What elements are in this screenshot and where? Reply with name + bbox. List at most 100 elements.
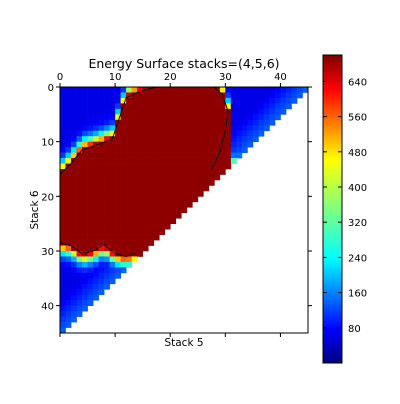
heatmap-cell bbox=[82, 245, 88, 252]
heatmap-cell bbox=[115, 218, 121, 225]
heatmap-cell bbox=[197, 114, 204, 121]
heatmap-cell bbox=[175, 92, 182, 99]
heatmap-cell bbox=[137, 223, 144, 230]
heatmap-cell bbox=[87, 190, 94, 197]
heatmap-cell bbox=[120, 267, 127, 274]
heatmap-cell bbox=[175, 207, 182, 214]
heatmap-cell bbox=[153, 212, 160, 219]
heatmap-cell bbox=[82, 212, 88, 219]
heatmap-cell bbox=[71, 174, 77, 181]
heatmap-cell bbox=[159, 207, 166, 214]
heatmap-cell bbox=[159, 136, 166, 143]
heatmap-cell bbox=[93, 207, 99, 214]
colorbar-tick-label: 400 bbox=[348, 183, 367, 194]
heatmap-cell bbox=[148, 223, 155, 230]
heatmap-cell bbox=[131, 87, 138, 93]
heatmap-cell bbox=[60, 87, 66, 93]
heatmap-cell bbox=[208, 114, 215, 121]
heatmap-cell bbox=[197, 141, 204, 148]
heatmap-cell bbox=[104, 114, 110, 121]
heatmap-cell bbox=[252, 114, 259, 121]
heatmap-cell bbox=[153, 136, 160, 143]
heatmap-cell bbox=[197, 185, 204, 192]
heatmap-cell bbox=[60, 92, 66, 99]
heatmap-cell bbox=[175, 125, 182, 132]
heatmap-cell bbox=[186, 179, 193, 186]
heatmap-cell bbox=[203, 92, 210, 99]
heatmap-cell bbox=[109, 152, 116, 159]
heatmap-cell bbox=[65, 316, 72, 323]
heatmap-cell bbox=[126, 108, 132, 115]
heatmap-cell bbox=[159, 147, 166, 153]
heatmap-cell bbox=[186, 92, 193, 99]
heatmap-cell bbox=[65, 207, 72, 214]
heatmap-cell bbox=[131, 185, 138, 192]
heatmap-cell bbox=[109, 267, 116, 274]
heatmap-cell bbox=[153, 125, 160, 132]
heatmap-cell bbox=[60, 136, 66, 143]
heatmap-cell bbox=[164, 108, 171, 115]
heatmap-cell bbox=[76, 92, 83, 99]
heatmap-cell bbox=[115, 234, 121, 241]
heatmap-cell bbox=[153, 234, 160, 241]
heatmap-cell bbox=[109, 278, 116, 285]
heatmap-cell bbox=[236, 152, 243, 159]
heatmap-cell bbox=[170, 201, 177, 208]
heatmap-cell bbox=[93, 201, 99, 208]
heatmap-cell bbox=[148, 234, 155, 241]
heatmap-cell bbox=[93, 141, 99, 148]
heatmap-cell bbox=[71, 245, 77, 252]
heatmap-cell bbox=[170, 87, 177, 93]
heatmap-cell bbox=[87, 196, 94, 203]
heatmap-cell bbox=[186, 196, 193, 203]
heatmap-cell bbox=[186, 158, 193, 164]
heatmap-cell bbox=[148, 158, 155, 164]
heatmap-cell bbox=[60, 158, 66, 164]
heatmap-cell bbox=[115, 185, 121, 192]
heatmap-cell bbox=[104, 158, 110, 164]
heatmap-cell bbox=[225, 163, 232, 170]
heatmap-cell bbox=[120, 163, 127, 170]
heatmap-cell bbox=[131, 240, 138, 246]
heatmap-cell bbox=[65, 92, 72, 99]
heatmap-cell bbox=[192, 119, 199, 126]
heatmap-cell bbox=[98, 87, 105, 93]
heatmap-cell bbox=[175, 141, 182, 148]
heatmap-cell bbox=[159, 141, 166, 148]
heatmap-cell bbox=[148, 87, 155, 93]
heatmap-cell bbox=[104, 119, 110, 126]
heatmap-cell bbox=[65, 190, 72, 197]
heatmap-cell bbox=[104, 190, 110, 197]
heatmap-cell bbox=[104, 240, 110, 246]
heatmap-cell bbox=[159, 163, 166, 170]
heatmap-cell bbox=[214, 119, 221, 126]
heatmap-cell bbox=[258, 92, 265, 99]
heatmap-cell bbox=[65, 141, 72, 148]
heatmap-cell bbox=[120, 240, 127, 246]
heatmap-cell bbox=[148, 174, 155, 181]
heatmap-cell bbox=[175, 212, 182, 219]
heatmap-cell bbox=[93, 125, 99, 132]
heatmap-cell bbox=[65, 311, 72, 317]
heatmap-cell bbox=[137, 130, 144, 137]
heatmap-cell bbox=[82, 201, 88, 208]
heatmap-cell bbox=[208, 108, 215, 115]
heatmap-cell bbox=[115, 158, 121, 164]
heatmap-cell bbox=[82, 234, 88, 241]
heatmap-cell bbox=[120, 218, 127, 225]
heatmap-cell bbox=[82, 169, 88, 175]
heatmap-cell bbox=[219, 158, 226, 164]
heatmap-cell bbox=[60, 305, 66, 312]
heatmap-cell bbox=[153, 196, 160, 203]
heatmap-cell bbox=[148, 169, 155, 175]
heatmap-cell bbox=[159, 158, 166, 164]
heatmap-cell bbox=[186, 152, 193, 159]
heatmap-cell bbox=[82, 125, 88, 132]
heatmap-cell bbox=[76, 234, 83, 241]
heatmap-cell bbox=[153, 119, 160, 126]
heatmap-cell bbox=[197, 163, 204, 170]
heatmap-cell bbox=[164, 158, 171, 164]
heatmap-cell bbox=[65, 179, 72, 186]
colorbar-tick-label: 560 bbox=[348, 113, 367, 124]
heatmap-cell bbox=[280, 97, 287, 104]
